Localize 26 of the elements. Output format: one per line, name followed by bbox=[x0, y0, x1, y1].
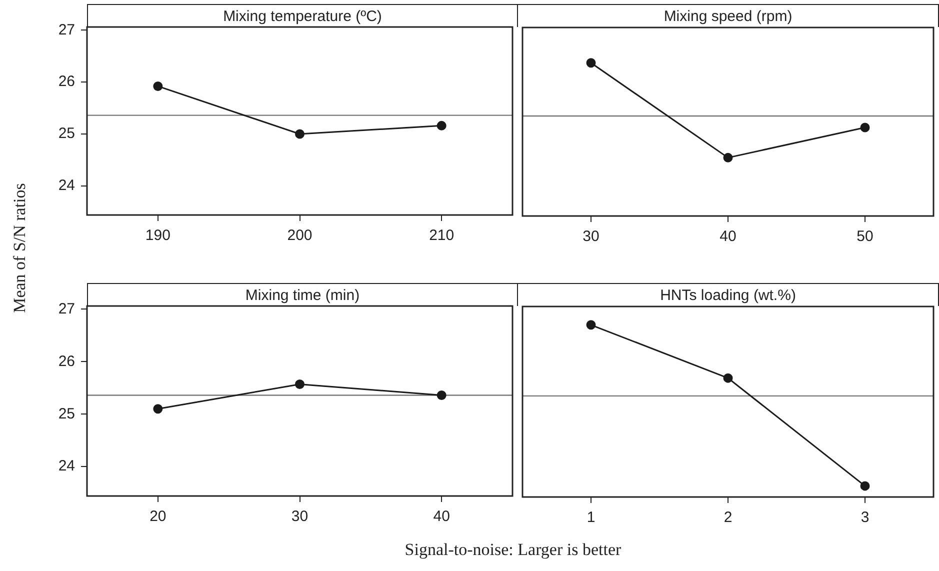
x-tick-label: 190 bbox=[145, 227, 170, 244]
x-tick-label: 40 bbox=[433, 508, 450, 526]
y-tick-label: 26 bbox=[58, 73, 75, 90]
chart-title: HNTs loading (wt.%) bbox=[517, 283, 939, 306]
chart-title: Mixing temperature (ºC) bbox=[87, 4, 518, 27]
x-tick-label: 20 bbox=[150, 508, 166, 526]
chart-title: Mixing speed (rpm) bbox=[517, 4, 939, 27]
x-tick-label: 3 bbox=[860, 508, 870, 526]
x-axis-title: Signal-to-noise: Larger is better bbox=[404, 540, 622, 560]
y-axis-title: Mean of S/N ratios bbox=[10, 182, 30, 315]
x-tick-label: 30 bbox=[582, 228, 600, 245]
y-tick-label: 27 bbox=[58, 21, 75, 38]
x-tick-label: 2 bbox=[724, 508, 732, 526]
y-tick-label: 25 bbox=[58, 405, 75, 422]
y-tick-label: 25 bbox=[58, 125, 75, 142]
x-tick-label: 40 bbox=[720, 228, 736, 245]
x-tick-label: 1 bbox=[586, 508, 596, 526]
y-tick-label: 26 bbox=[58, 352, 75, 370]
x-tick-label: 50 bbox=[856, 228, 874, 245]
chart-title: Mixing time (min) bbox=[87, 283, 518, 306]
x-tick-label: 30 bbox=[291, 508, 308, 526]
y-tick-label: 27 bbox=[58, 300, 75, 318]
x-tick-label: 210 bbox=[429, 227, 454, 244]
y-tick-label: 24 bbox=[58, 458, 75, 475]
x-tick-label: 200 bbox=[287, 227, 312, 244]
y-tick-label: 24 bbox=[58, 177, 75, 194]
